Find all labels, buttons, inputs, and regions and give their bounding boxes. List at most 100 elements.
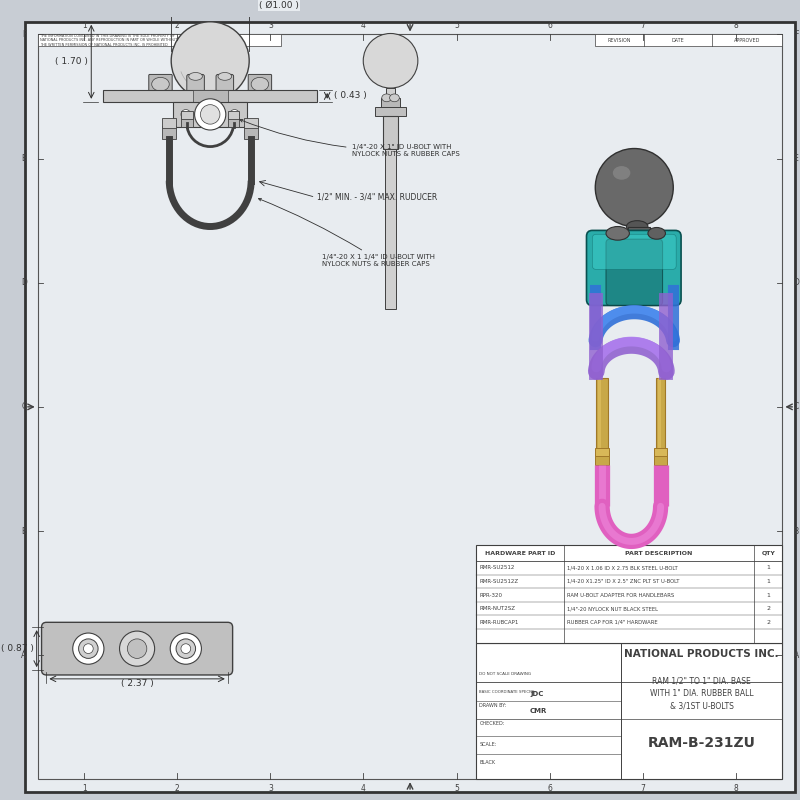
Text: REVISION: REVISION [608, 38, 631, 43]
Ellipse shape [606, 226, 630, 240]
Text: 1/4"-20 NYLOCK NUT BLACK STEEL: 1/4"-20 NYLOCK NUT BLACK STEEL [567, 606, 658, 611]
Text: RAM 1/2" TO 1" DIA. BASE
WITH 1" DIA. RUBBER BALL
& 3/1ST U-BOLTS: RAM 1/2" TO 1" DIA. BASE WITH 1" DIA. RU… [650, 677, 754, 710]
Bar [476, 546, 782, 642]
Text: BASIC COORDINATE SPECNS:: BASIC COORDINATE SPECNS: [479, 690, 536, 694]
Text: SCALE:: SCALE: [479, 742, 497, 746]
Text: THE INFORMATION CONTAINED IN THIS DRAWING IS THE SOLE PROPERTY OF
NATIONAL PRODU: THE INFORMATION CONTAINED IN THIS DRAWIN… [39, 34, 177, 47]
Bar [598, 378, 601, 466]
Bar [658, 378, 661, 466]
Text: 2: 2 [175, 784, 180, 793]
Text: CMR: CMR [530, 708, 547, 714]
Text: D: D [21, 278, 27, 287]
Text: B: B [794, 526, 798, 535]
Text: RMR-RUBCAP1: RMR-RUBCAP1 [479, 620, 518, 625]
Bar [595, 34, 782, 46]
Ellipse shape [613, 166, 630, 180]
Bar [244, 126, 258, 138]
Bar [385, 149, 396, 310]
Text: 7: 7 [640, 784, 646, 793]
Text: PART DESCRIPTION: PART DESCRIPTION [626, 550, 693, 556]
Text: JDC: JDC [530, 691, 543, 698]
Text: RMR-SU2512: RMR-SU2512 [479, 566, 514, 570]
Ellipse shape [218, 73, 232, 80]
Text: 1: 1 [766, 593, 770, 598]
Text: F: F [22, 30, 26, 39]
Text: 6: 6 [547, 784, 552, 793]
Circle shape [181, 110, 190, 119]
Bar [181, 111, 193, 119]
Text: DRAWN BY:: DRAWN BY: [479, 703, 506, 708]
Text: 1: 1 [82, 784, 86, 793]
Text: RMR-SU2512Z: RMR-SU2512Z [479, 579, 518, 584]
Text: 1/4-20 X1.25" ID X 2.5" ZNC PLT ST U-BOLT: 1/4-20 X1.25" ID X 2.5" ZNC PLT ST U-BOL… [567, 579, 679, 584]
Text: ( 0.87 ): ( 0.87 ) [1, 644, 34, 653]
Text: 1: 1 [766, 566, 770, 570]
Text: ( Ø1.00 ): ( Ø1.00 ) [259, 1, 299, 10]
Bar [228, 118, 239, 127]
Circle shape [363, 34, 418, 88]
FancyBboxPatch shape [42, 622, 233, 675]
Bar [382, 116, 398, 149]
Text: A: A [794, 650, 798, 660]
Bar [203, 98, 217, 111]
Bar [38, 34, 282, 46]
FancyBboxPatch shape [149, 74, 172, 94]
Bar [654, 448, 667, 456]
Circle shape [595, 149, 674, 226]
Text: B: B [22, 526, 26, 535]
Bar [181, 118, 193, 127]
Circle shape [171, 22, 249, 100]
Text: BLACK: BLACK [479, 760, 495, 766]
Text: RUBBER CAP FOR 1/4" HARDWARE: RUBBER CAP FOR 1/4" HARDWARE [567, 620, 658, 625]
Bar [596, 378, 608, 466]
Text: NATIONAL PRODUCTS INC.: NATIONAL PRODUCTS INC. [624, 650, 779, 659]
Ellipse shape [648, 227, 666, 239]
Text: RAM-B-231ZU: RAM-B-231ZU [647, 736, 755, 750]
Text: HARDWARE PART ID: HARDWARE PART ID [485, 550, 555, 556]
Bar [595, 454, 609, 466]
Text: 5: 5 [454, 784, 459, 793]
Bar [386, 88, 395, 100]
Text: RPR-320: RPR-320 [479, 593, 502, 598]
Ellipse shape [626, 231, 648, 241]
FancyBboxPatch shape [592, 234, 676, 270]
Circle shape [127, 639, 147, 658]
Circle shape [83, 644, 94, 654]
Text: 2: 2 [766, 606, 770, 611]
Text: 7: 7 [640, 21, 646, 30]
Text: 8: 8 [734, 784, 738, 793]
Text: C: C [794, 402, 798, 411]
Text: F: F [794, 30, 798, 39]
Ellipse shape [382, 94, 391, 102]
Text: 6: 6 [547, 21, 552, 30]
Text: ( 0.43 ): ( 0.43 ) [334, 91, 366, 100]
Bar [228, 111, 239, 119]
Ellipse shape [152, 78, 170, 91]
Text: RMR-NUT2SZ: RMR-NUT2SZ [479, 606, 515, 611]
FancyBboxPatch shape [248, 74, 272, 94]
Text: D: D [793, 278, 799, 287]
Text: 1/4"-20 X 1 1/4" ID U-BOLT WITH
NYLOCK NUTS & RUBBER CAPS: 1/4"-20 X 1 1/4" ID U-BOLT WITH NYLOCK N… [258, 198, 435, 267]
Text: C: C [22, 402, 26, 411]
Text: 1/4"-20 X 1" ID U-BOLT WITH
NYLOCK NUTS & RUBBER CAPS: 1/4"-20 X 1" ID U-BOLT WITH NYLOCK NUTS … [240, 119, 459, 157]
Text: E: E [794, 154, 798, 163]
Text: RAM U-BOLT ADAPTER FOR HANDLEBARS: RAM U-BOLT ADAPTER FOR HANDLEBARS [567, 593, 674, 598]
Circle shape [78, 639, 98, 658]
Text: ( 2.37 ): ( 2.37 ) [121, 679, 154, 688]
Text: APPROVED: APPROVED [734, 38, 761, 43]
FancyBboxPatch shape [216, 74, 234, 94]
Text: 2: 2 [175, 21, 180, 30]
Circle shape [176, 639, 195, 658]
Bar [656, 378, 666, 466]
Circle shape [194, 99, 226, 130]
Bar [381, 98, 400, 110]
FancyBboxPatch shape [586, 230, 681, 306]
Bar [476, 642, 782, 779]
Text: E: E [22, 154, 26, 163]
Bar [162, 126, 176, 138]
FancyBboxPatch shape [186, 74, 204, 94]
Bar [629, 226, 650, 236]
Text: 1/2" MIN. - 3/4" MAX. RUDUCER: 1/2" MIN. - 3/4" MAX. RUDUCER [318, 193, 438, 202]
Text: 3: 3 [268, 784, 273, 793]
Ellipse shape [626, 221, 648, 232]
